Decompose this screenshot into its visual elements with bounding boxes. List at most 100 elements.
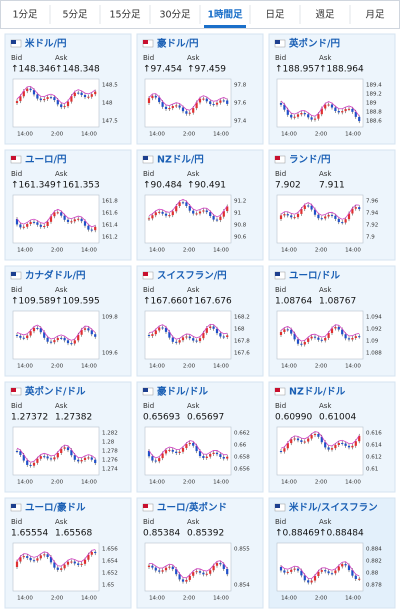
- candle-body: [347, 445, 351, 448]
- pair-name[interactable]: ユーロ/豪ドル: [25, 502, 86, 514]
- pair-name[interactable]: 豪ドル/円: [157, 38, 198, 50]
- chart-y-label: 91: [234, 211, 241, 217]
- pair-name[interactable]: 英ポンド/円: [289, 38, 340, 50]
- chart-y-label: 167.6: [234, 351, 250, 357]
- candle-body: [19, 451, 22, 455]
- chart-area: [276, 78, 364, 128]
- tab[interactable]: 15分足: [109, 10, 141, 21]
- candle-body: [77, 218, 80, 220]
- bid-value: 1.08764: [275, 297, 312, 307]
- chart-y-label: 1.094: [366, 315, 382, 321]
- candle-body: [212, 326, 215, 329]
- chart-y-label: 0.656: [234, 467, 250, 473]
- pair-name[interactable]: カナダドル/円: [25, 270, 85, 282]
- pair-name[interactable]: NZドル/ドル: [289, 387, 346, 398]
- chart-y-label: 7.94: [366, 211, 379, 217]
- candle-body: [358, 435, 361, 442]
- chart-time-label: 14:00: [213, 596, 229, 602]
- chart-time-label: 14:00: [149, 364, 165, 370]
- candle-body: [63, 106, 66, 108]
- candle-body: [300, 343, 303, 345]
- pair-name[interactable]: ユーロ/円: [25, 155, 66, 166]
- candle-body: [46, 221, 49, 227]
- candle-body: [56, 453, 59, 458]
- pair-name[interactable]: ランド/円: [289, 155, 330, 166]
- bid-value: ↑188.957: [275, 65, 320, 75]
- candle-body: [29, 464, 32, 466]
- candle-body: [39, 98, 42, 101]
- tab[interactable]: 週足: [315, 9, 335, 21]
- pair-name[interactable]: 豪ドル/ドル: [157, 386, 208, 398]
- candle-body: [164, 450, 168, 454]
- candle-body: [66, 219, 70, 222]
- candle-body: [286, 329, 289, 331]
- candle-body: [158, 327, 161, 331]
- candle-body: [341, 329, 344, 335]
- candle-body: [26, 335, 29, 339]
- chart-y-label: 1.652: [102, 571, 118, 577]
- candle-body: [205, 328, 208, 333]
- tab[interactable]: 月足: [365, 10, 385, 21]
- candle-body: [320, 108, 323, 115]
- candle-body: [56, 567, 59, 570]
- candle-body: [60, 568, 63, 570]
- chart-y-label: 1.282: [102, 431, 118, 437]
- candle-body: [347, 338, 351, 340]
- candle-body: [188, 575, 191, 580]
- candle-body: [36, 327, 39, 329]
- moving-average: [148, 323, 228, 340]
- moving-average: [280, 431, 360, 449]
- candle-body: [168, 449, 171, 451]
- candle-body: [344, 219, 347, 223]
- candle-body: [39, 555, 42, 559]
- tab[interactable]: 30分足: [159, 10, 191, 21]
- tab[interactable]: 1分足: [12, 10, 38, 21]
- candle-body: [49, 556, 53, 563]
- bid-value: 1.65554: [11, 529, 48, 539]
- candle-body: [161, 453, 164, 459]
- chart-y-label: 1.278: [102, 449, 118, 455]
- candle-body: [310, 580, 313, 583]
- candle-body: [46, 456, 49, 459]
- candle-body: [181, 202, 185, 204]
- pair-name[interactable]: スイスフラン/円: [157, 271, 227, 282]
- candle-body: [313, 434, 317, 436]
- chart-y-label: 0.612: [366, 455, 382, 461]
- candle-body: [171, 449, 174, 452]
- candle-body: [22, 91, 25, 97]
- candle-body: [293, 333, 296, 340]
- chart-time-label: 2:00: [315, 480, 328, 486]
- pair-name[interactable]: ユーロ/英ポンド: [157, 502, 227, 514]
- pair-name[interactable]: 米ドル/円: [24, 38, 66, 50]
- candle-body: [90, 229, 93, 231]
- tab[interactable]: 1時間足: [207, 9, 243, 21]
- candle-body: [303, 341, 306, 345]
- tab[interactable]: 5分足: [62, 10, 88, 21]
- candle-body: [344, 564, 347, 566]
- tab[interactable]: 日足: [265, 10, 285, 21]
- candle-body: [168, 215, 171, 217]
- pair-name[interactable]: ユーロ/ドル: [289, 271, 340, 282]
- chart-time-label: 14:00: [281, 480, 297, 486]
- chart-y-label: 188.8: [366, 110, 382, 116]
- chart-y-label: 161.4: [102, 223, 118, 229]
- ask-value: 7.911: [319, 181, 345, 191]
- candle-body: [60, 104, 63, 108]
- pair-name[interactable]: NZドル/円: [157, 155, 204, 166]
- candle-body: [22, 556, 25, 558]
- bid-label: Bid: [11, 286, 22, 294]
- moving-average: [16, 85, 96, 105]
- pair-name[interactable]: 英ポンド/ドル: [25, 386, 86, 398]
- candle-body: [307, 580, 310, 583]
- candle-body: [313, 336, 317, 338]
- candle-body: [286, 109, 289, 115]
- candle-body: [317, 337, 320, 340]
- chart-time-label: 2:00: [315, 364, 328, 370]
- candle-body: [300, 113, 303, 115]
- candle-body: [198, 98, 202, 103]
- candle-body: [73, 340, 76, 344]
- candle-body: [279, 103, 283, 105]
- pair-name[interactable]: 米ドル/スイスフラン: [288, 502, 378, 514]
- candle-body: [63, 337, 66, 341]
- candle-body: [279, 567, 283, 571]
